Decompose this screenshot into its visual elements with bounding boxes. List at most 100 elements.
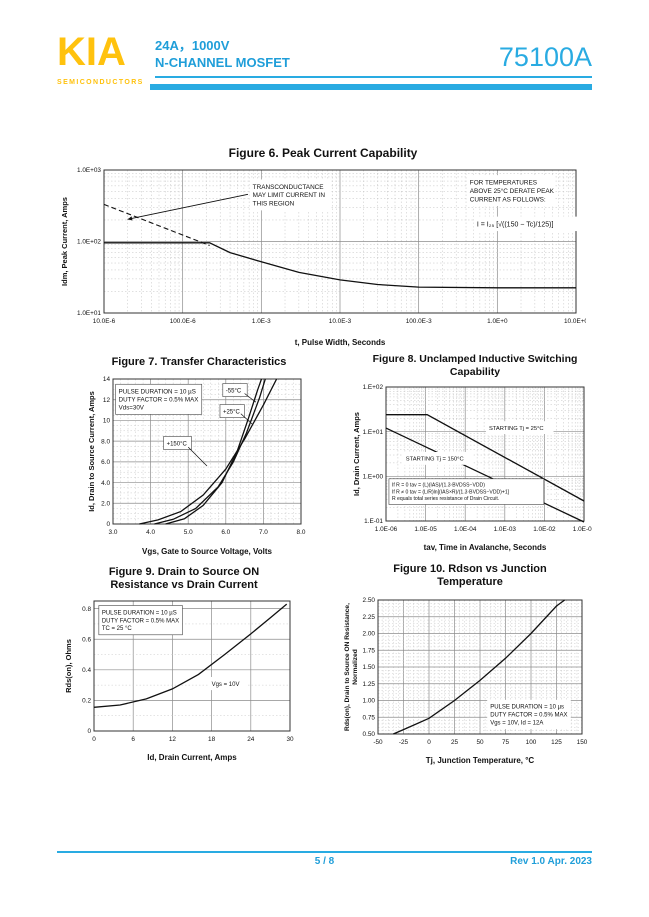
series-normalized-rdson bbox=[393, 599, 566, 735]
y-tick-label: 0.6 bbox=[82, 636, 91, 643]
annotation-conditions: TC = 25 °C bbox=[102, 626, 133, 632]
x-tick-label: 10.0E-3 bbox=[329, 318, 352, 325]
annotation-label-vgs: Vgs = 10V bbox=[212, 682, 240, 688]
x-tick-label: 100.0E-3 bbox=[406, 318, 432, 325]
annotation-label-tj25: STARTING Tj = 25°C bbox=[489, 426, 544, 432]
annotation-derate-formula: I = I₂₅ [√((150 − Tc)/125)] bbox=[477, 221, 554, 229]
x-tick-label: 10.0E-6 bbox=[93, 318, 116, 325]
y-axis-label: Id, Drain to Source Current, Amps bbox=[87, 391, 96, 512]
annotation-box-label-vgs bbox=[208, 677, 247, 691]
figure-6: Figure 6. Peak Current Capability 10.0E-… bbox=[58, 147, 588, 349]
y-axis-label: Id, Drain Current, Amps bbox=[352, 412, 361, 496]
x-tick-label: 50 bbox=[476, 739, 484, 746]
y-tick-label: 0 bbox=[87, 728, 91, 735]
page-number: 5 / 8 bbox=[314, 856, 335, 867]
x-axis-label: Tj, Junction Temperature, °C bbox=[426, 756, 535, 765]
figure10-chart: -50 -25 0 25 50 75 100 125 150 0.50 0.75 1.00 1.25 1.… bbox=[344, 597, 588, 765]
annotation-label-plus150: +150°C bbox=[167, 441, 188, 447]
y-tick-label: 0.75 bbox=[363, 714, 376, 721]
y-tick-label: 0.50 bbox=[363, 731, 376, 738]
y-tick-label: 4.0 bbox=[101, 480, 110, 487]
x-tick-label: 100.0E-6 bbox=[170, 318, 196, 325]
x-tick-label: 7.0 bbox=[259, 529, 268, 536]
figure9-title-line2: Resistance vs Drain Current bbox=[110, 579, 258, 591]
x-tick-label: 1.0E-01 bbox=[573, 526, 592, 533]
plot-border bbox=[112, 378, 302, 525]
y-tick-label: 1.75 bbox=[363, 647, 376, 654]
plot-border bbox=[377, 599, 583, 735]
series-transconductance-limit bbox=[103, 203, 210, 247]
x-tick-label: 4.0 bbox=[146, 529, 155, 536]
y-tick-label: 0 bbox=[106, 521, 110, 528]
figure6-chart: 10.0E-6 100.0E-6 1.0E-3 10.0E-3 100.0E-3 1.0E… bbox=[60, 167, 586, 347]
part-rating: 24A，1000V bbox=[155, 38, 230, 53]
annotation-transconductance-note: THIS REGION bbox=[253, 201, 295, 208]
x-tick-label: 75 bbox=[502, 739, 510, 746]
x-tick-label: 1.0E-3 bbox=[252, 318, 271, 325]
x-tick-label: 30 bbox=[286, 736, 294, 743]
y-tick-label: 1.E+00 bbox=[363, 474, 384, 481]
plot-border bbox=[385, 386, 585, 522]
part-number: 75100A bbox=[498, 42, 592, 72]
x-tick-label: 0 bbox=[92, 736, 96, 743]
annotation-box-label-plus150 bbox=[163, 436, 192, 450]
y-tick-label: 1.E+02 bbox=[363, 384, 384, 391]
x-tick-label: 150 bbox=[577, 739, 588, 746]
annotation-box-label-tj150 bbox=[402, 452, 474, 465]
y-tick-label: 2.00 bbox=[363, 631, 376, 638]
x-tick-label: 125 bbox=[551, 739, 562, 746]
arrow-head bbox=[127, 216, 133, 221]
y-tick-label: 2.0 bbox=[101, 500, 110, 507]
y-tick-label: 1.25 bbox=[363, 681, 376, 688]
x-tick-label: 6.0 bbox=[221, 529, 230, 536]
figure10-title-line1: Figure 10. Rdson vs Junction bbox=[393, 563, 547, 575]
header-divider-thick bbox=[150, 84, 592, 90]
series-starting-tj-150C bbox=[385, 427, 585, 523]
annotation-label-plus25: +25°C bbox=[223, 409, 241, 415]
x-tick-label: 18 bbox=[208, 736, 216, 743]
annotation-leader bbox=[240, 413, 253, 425]
figure-8: Figure 8. Unclamped Inductive Switching … bbox=[350, 353, 600, 554]
y-tick-label: 1.0E+02 bbox=[77, 239, 101, 246]
x-tick-label: 1.0E+0 bbox=[487, 318, 508, 325]
annotation-leader bbox=[187, 446, 208, 467]
series-+150C bbox=[139, 378, 278, 525]
y-axis-label-line2: Normalized bbox=[352, 649, 359, 685]
annotation-note: If R = 0 tav = (L)(IAS)/(1.3·BVDSS−VDD) bbox=[392, 483, 485, 489]
y-tick-label: 2.25 bbox=[363, 614, 376, 621]
figure9-title-line1: Figure 9. Drain to Source ON bbox=[108, 566, 260, 578]
x-axis-label: tav, Time in Avalanche, Seconds bbox=[424, 543, 547, 552]
x-tick-label: 100 bbox=[526, 739, 537, 746]
annotation-note: R equals total series resistance of Drai… bbox=[392, 496, 499, 502]
x-tick-label: 24 bbox=[247, 736, 255, 743]
y-tick-label: 1.E-01 bbox=[364, 518, 383, 525]
plot-border bbox=[103, 169, 577, 314]
annotation-box-transconductance-note bbox=[249, 179, 331, 211]
annotation-label-tj150: STARTING Tj = 150°C bbox=[406, 457, 464, 463]
y-tick-label: 2.50 bbox=[363, 597, 376, 604]
annotation-leader bbox=[244, 393, 257, 403]
x-tick-label: 10.0E+0 bbox=[564, 318, 586, 325]
figure8-title-line2: Capability bbox=[449, 366, 501, 378]
series-peak-current bbox=[104, 242, 576, 289]
annotation-box-derate-note bbox=[466, 175, 556, 207]
annotation-box-label-plus25 bbox=[219, 404, 245, 418]
y-axis-label: Idm, Peak Current, Amps bbox=[60, 197, 69, 286]
annotation-conditions: DUTY FACTOR = 0.5% MAX bbox=[102, 618, 179, 624]
annotation-transconductance-note: MAY LIMIT CURRENT IN bbox=[253, 192, 326, 199]
part-type: N-CHANNEL MOSFET bbox=[155, 55, 290, 70]
plot-border bbox=[93, 600, 291, 732]
revision-label: Rev 1.0 Apr. 2023 bbox=[510, 856, 592, 867]
x-tick-label: 0 bbox=[427, 739, 431, 746]
figure7-title: Figure 7. Transfer Characteristics bbox=[111, 356, 287, 368]
annotation-derate-note: FOR TEMPERATURES bbox=[470, 180, 537, 187]
annotation-derate-note: CURRENT AS FOLLOWS: bbox=[470, 196, 546, 203]
annotation-conditions: PULSE DURATION = 10 µs bbox=[490, 705, 564, 711]
annotation-derate-note: ABOVE 25°C DERATE PEAK bbox=[470, 187, 555, 195]
y-tick-label: 0.4 bbox=[82, 667, 91, 674]
annotation-conditions: Vds=30V bbox=[119, 405, 145, 412]
x-tick-label: 1.0E-03 bbox=[494, 526, 517, 533]
figure8-title-line1: Figure 8. Unclamped Inductive Switching bbox=[372, 353, 578, 365]
x-tick-label: 1.0E-06 bbox=[375, 526, 398, 533]
